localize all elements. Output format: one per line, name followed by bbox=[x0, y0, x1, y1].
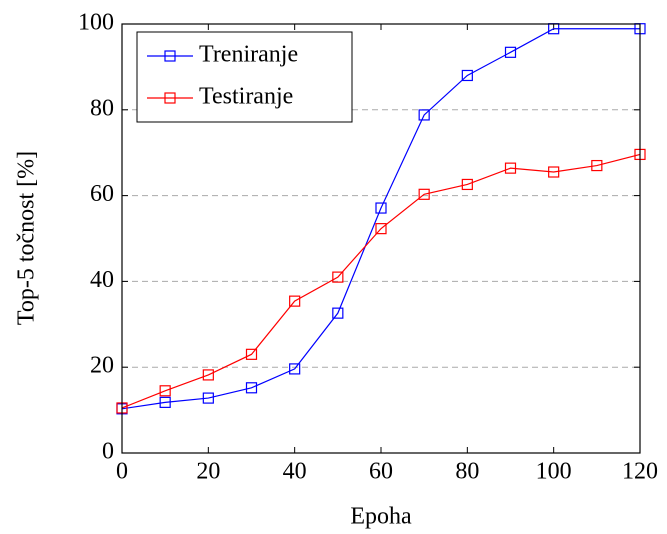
y-axis-label: Top-5 točnost [%] bbox=[14, 151, 40, 325]
marker bbox=[418, 188, 430, 200]
marker bbox=[591, 159, 603, 172]
x-tick-label: 0 bbox=[116, 459, 128, 485]
marker bbox=[245, 348, 258, 360]
x-tick-label: 120 bbox=[622, 459, 658, 485]
legend-box bbox=[136, 31, 353, 123]
marker bbox=[418, 109, 430, 121]
y-tick-label: 80 bbox=[90, 95, 114, 121]
plot-frame bbox=[121, 23, 641, 454]
marker bbox=[504, 162, 517, 174]
legend-label: Treniranje bbox=[199, 42, 298, 68]
marker bbox=[375, 202, 387, 214]
marker bbox=[289, 363, 301, 375]
marker bbox=[548, 166, 560, 178]
series-line bbox=[121, 153, 641, 409]
marker bbox=[245, 382, 258, 394]
marker bbox=[159, 385, 171, 397]
legend-marker bbox=[164, 50, 176, 62]
x-tick-label: 40 bbox=[283, 459, 307, 485]
y-tick-label: 100 bbox=[78, 10, 114, 36]
series-line bbox=[121, 28, 640, 410]
marker bbox=[332, 307, 344, 319]
x-tick-label: 80 bbox=[455, 459, 479, 485]
x-tick-label: 60 bbox=[369, 459, 393, 485]
marker bbox=[504, 46, 517, 58]
marker bbox=[461, 178, 473, 191]
marker bbox=[375, 223, 387, 235]
x-tick-label: 100 bbox=[536, 459, 572, 485]
marker bbox=[461, 69, 473, 82]
legend-marker bbox=[164, 92, 176, 104]
legend-label: Testiranje bbox=[199, 84, 293, 110]
marker bbox=[159, 396, 171, 408]
y-tick-label: 60 bbox=[90, 181, 114, 207]
x-axis-label: Epoha bbox=[350, 504, 412, 530]
marker bbox=[332, 271, 344, 283]
marker bbox=[202, 392, 214, 404]
y-tick-label: 0 bbox=[102, 439, 114, 465]
y-tick-label: 20 bbox=[90, 353, 114, 379]
marker bbox=[289, 295, 301, 307]
marker bbox=[202, 369, 214, 381]
x-tick-label: 20 bbox=[196, 459, 220, 485]
y-tick-label: 40 bbox=[90, 267, 114, 293]
